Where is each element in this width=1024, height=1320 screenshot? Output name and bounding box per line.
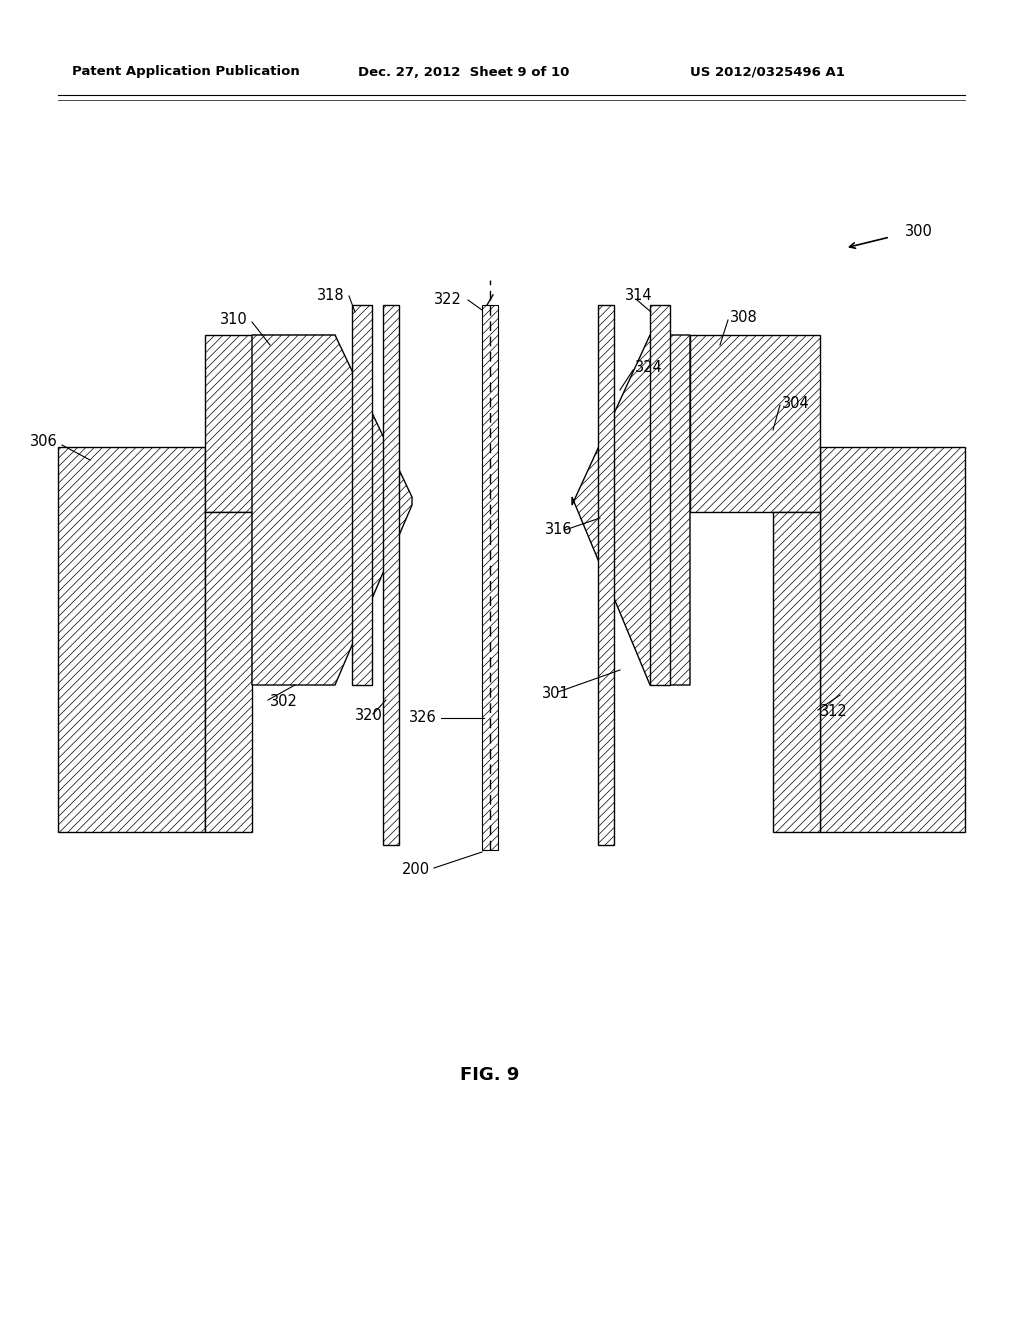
Text: 310: 310 xyxy=(220,313,248,327)
Polygon shape xyxy=(205,335,335,512)
Text: 200: 200 xyxy=(401,862,430,878)
Text: 318: 318 xyxy=(317,289,345,304)
Polygon shape xyxy=(820,447,965,832)
Text: 320: 320 xyxy=(355,709,383,723)
Polygon shape xyxy=(383,305,399,845)
Polygon shape xyxy=(205,512,252,832)
Text: 306: 306 xyxy=(31,434,58,450)
Polygon shape xyxy=(482,305,498,850)
Text: 308: 308 xyxy=(730,310,758,326)
Text: 300: 300 xyxy=(905,224,933,239)
Text: 322: 322 xyxy=(434,293,462,308)
Polygon shape xyxy=(572,335,690,685)
Text: 316: 316 xyxy=(545,523,572,537)
Text: 326: 326 xyxy=(410,710,437,726)
Text: 304: 304 xyxy=(782,396,810,411)
Text: Patent Application Publication: Patent Application Publication xyxy=(72,66,300,78)
Text: Dec. 27, 2012  Sheet 9 of 10: Dec. 27, 2012 Sheet 9 of 10 xyxy=(358,66,569,78)
Text: 312: 312 xyxy=(820,705,848,719)
Polygon shape xyxy=(598,305,614,845)
Text: US 2012/0325496 A1: US 2012/0325496 A1 xyxy=(690,66,845,78)
Polygon shape xyxy=(690,335,820,512)
Text: 301: 301 xyxy=(542,686,569,701)
Text: 302: 302 xyxy=(270,694,298,710)
Text: 324: 324 xyxy=(635,360,663,375)
Polygon shape xyxy=(58,447,205,832)
Polygon shape xyxy=(352,305,372,685)
Text: 314: 314 xyxy=(625,289,652,304)
Text: FIG. 9: FIG. 9 xyxy=(461,1067,520,1084)
Polygon shape xyxy=(650,305,670,685)
Polygon shape xyxy=(252,335,412,685)
Polygon shape xyxy=(773,512,820,832)
